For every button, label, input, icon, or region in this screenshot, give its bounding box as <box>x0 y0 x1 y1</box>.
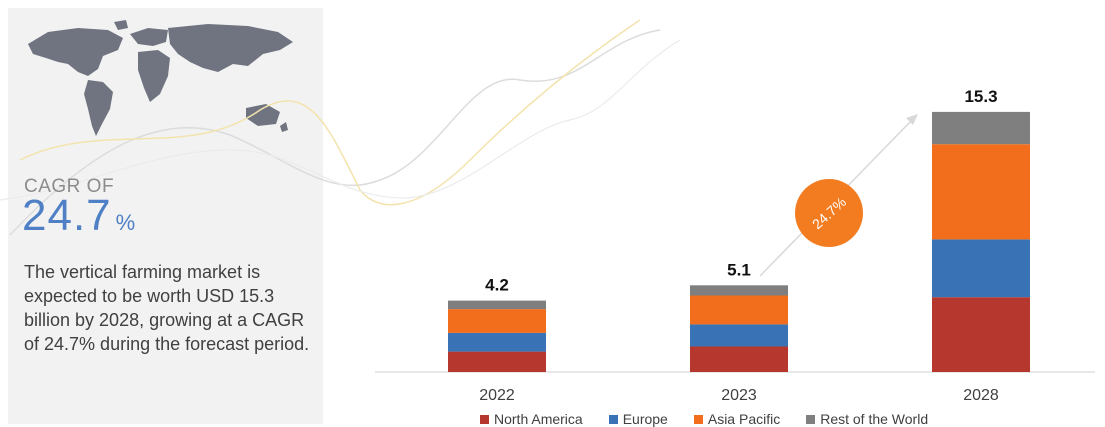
bar-2022-rest-of-the-world <box>448 300 546 310</box>
cagr-label: CAGR OF <box>24 176 115 197</box>
bar-2022-north-america <box>448 351 546 372</box>
cagr-value: 24.7% <box>22 194 136 238</box>
cagr-number: 24.7 <box>22 191 112 240</box>
bar-2028-rest-of-the-world <box>932 111 1030 145</box>
chart-legend: North America Europe Asia Pacific Rest of t… <box>480 411 928 427</box>
bar-2022-asia-pacific <box>448 309 546 333</box>
bar-2023-north-america <box>690 346 788 372</box>
world-map-icon <box>28 20 293 136</box>
x-tick-2028: 2028 <box>963 387 999 404</box>
bar-2022-europe <box>448 332 546 352</box>
legend-item-rest-of-the-world: Rest of the World <box>806 411 928 427</box>
legend-label: Asia Pacific <box>707 411 781 427</box>
legend-label: Rest of the World <box>820 411 929 427</box>
growth-badge <box>795 179 863 247</box>
legend-item-north-america: North America <box>480 411 583 427</box>
bar-2028-asia-pacific <box>932 144 1030 240</box>
x-tick-2022: 2022 <box>479 387 515 404</box>
growth-arrow-head-icon <box>906 114 918 125</box>
x-tick-2023: 2023 <box>721 387 757 404</box>
legend-swatch <box>608 414 618 424</box>
legend-swatch <box>693 414 703 424</box>
legend-item-europe: Europe <box>608 411 668 427</box>
bar-2023-rest-of-the-world <box>690 285 788 296</box>
market-description: The vertical farming market is expected … <box>24 262 310 354</box>
bar-2028-europe <box>932 239 1030 298</box>
legend-item-asia-pacific: Asia Pacific <box>693 411 781 427</box>
bar-2023-asia-pacific <box>690 295 788 325</box>
legend-label: Europe <box>622 411 668 427</box>
legend-swatch <box>480 414 489 424</box>
total-label-2023: 5.1 <box>727 260 751 279</box>
total-label-2022: 4.2 <box>485 276 509 295</box>
legend-swatch <box>806 414 816 424</box>
cagr-unit: % <box>115 210 137 235</box>
bar-2028-north-america <box>932 297 1030 372</box>
legend-label: North America <box>494 411 583 427</box>
total-label-2028: 15.3 <box>964 87 997 106</box>
bar-2023-europe <box>690 324 788 347</box>
